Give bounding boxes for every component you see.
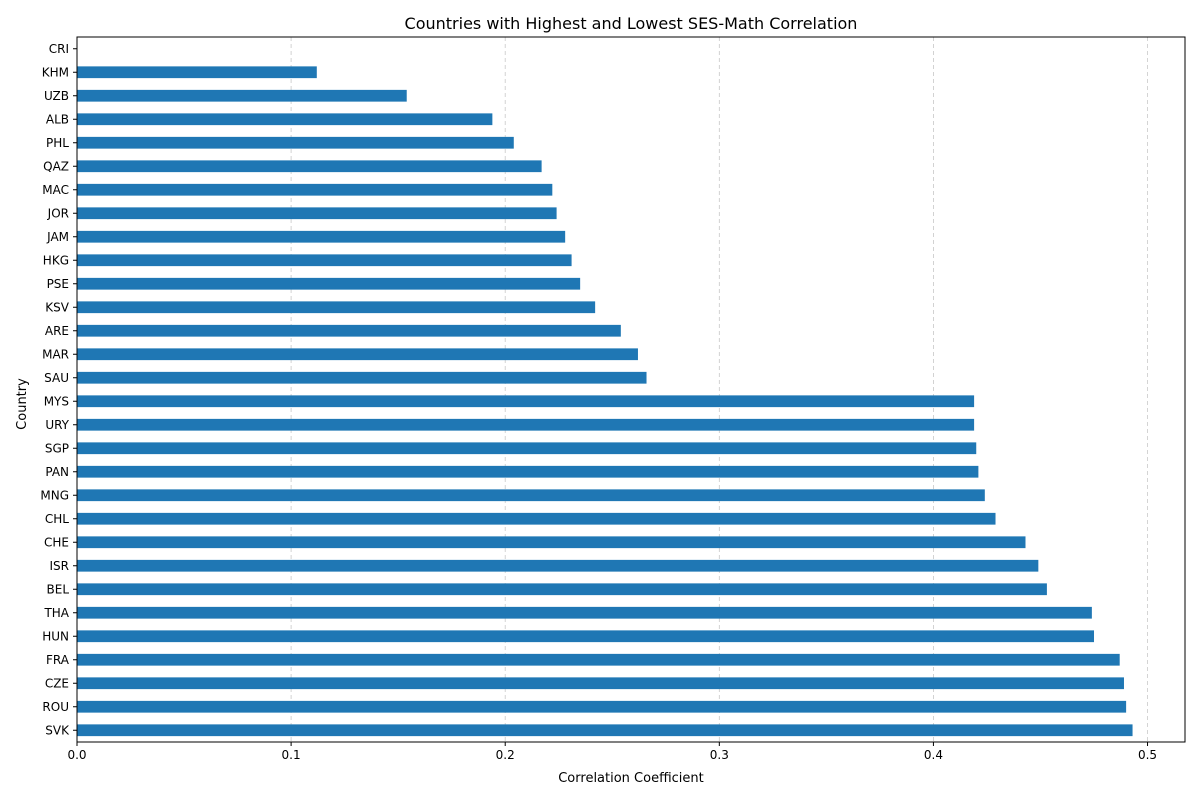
y-tick-label: ARE [45,324,69,338]
y-tick-label: QAZ [43,159,69,173]
y-tick-label: SGP [45,441,69,455]
bar-uzb [77,89,407,102]
bar-bel [77,583,1047,596]
x-tick-label: 0.1 [282,748,301,762]
y-tick-label: CHE [44,535,69,549]
y-tick-label: SVK [45,723,70,737]
y-tick-label: JAM [46,230,69,244]
bar-cze [77,677,1124,690]
bar-pse [77,277,581,290]
x-tick-label: 0.2 [496,748,515,762]
y-tick-label: FRA [46,653,70,667]
bar-fra [77,653,1120,666]
bar-rou [77,700,1127,713]
y-tick-label: ROU [42,700,69,714]
bar-chl [77,512,996,525]
y-tick-label: ALB [46,112,69,126]
bar-khm [77,66,317,79]
bar-ury [77,418,975,431]
bar-jor [77,207,557,220]
chart-title: Countries with Highest and Lowest SES-Ma… [405,14,858,33]
y-tick-label: HUN [42,629,69,643]
y-tick-label: BEL [47,582,70,596]
y-axis-label: Country [15,378,30,430]
bar-jam [77,230,566,243]
bar-che [77,536,1026,549]
y-tick-label: MAC [42,183,69,197]
bar-mac [77,183,553,196]
bar-phl [77,136,514,149]
y-tick-label: CZE [45,676,69,690]
x-tick-label: 0.3 [710,748,729,762]
plot-frame [76,36,1186,743]
y-tick-label: MAR [42,347,69,361]
bar-mar [77,348,638,361]
bar-qaz [77,160,542,173]
y-tick-label: KSV [45,300,69,314]
bar-mng [77,489,985,502]
bar-hkg [77,254,572,267]
grid-lines [290,37,1148,742]
bar-sau [77,371,647,384]
bar-isr [77,559,1039,572]
x-axis-label: Correlation Coefficient [558,771,704,786]
y-tick-label: URY [45,418,69,432]
y-tick-label: UZB [44,89,69,103]
y-tick-label: PAN [45,465,69,479]
y-tick-label: CRI [49,42,69,56]
bar-tha [77,606,1092,619]
bar-mys [77,395,975,408]
y-tick-label: HKG [43,253,69,267]
bars [77,66,1133,737]
axes: 0.0 0.1 0.2 0.3 0.4 0.5 SVK ROU CZE FRA HUN THA BEL I… [40,36,1186,762]
x-tick-label: 0.0 [67,748,86,762]
bar-hun [77,630,1095,643]
bar-svk [77,724,1133,737]
bar-ksv [77,301,596,314]
y-tick-label: ISR [50,559,70,573]
y-tick-label: JOR [47,206,69,220]
y-tick-label: THA [43,606,69,620]
bar-alb [77,113,493,126]
y-tick-label: PSE [47,277,69,291]
bar-sgp [77,442,977,455]
y-tick-label: MYS [44,394,69,408]
x-tick-label: 0.4 [924,748,943,762]
y-tick-label: CHL [45,512,69,526]
y-tick-label: PHL [46,136,69,150]
y-tick-label: KHM [42,65,69,79]
bar-pan [77,465,979,478]
y-tick-label: MNG [40,488,69,502]
bar-are [77,324,621,337]
x-tick-label: 0.5 [1138,748,1157,762]
y-tick-label: SAU [44,371,69,385]
